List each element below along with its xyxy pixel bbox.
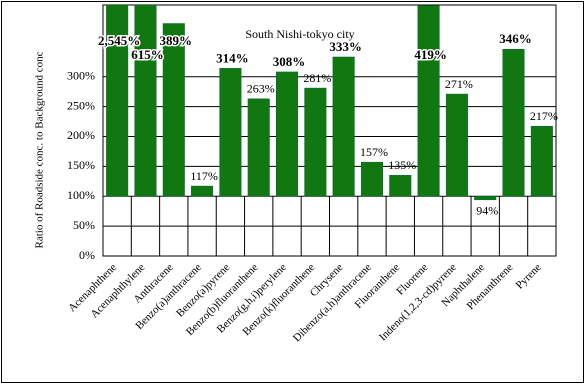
value-label: 314% [216, 50, 249, 65]
value-label: 346% [499, 31, 532, 46]
bar [530, 126, 553, 197]
value-label: 615% [131, 47, 164, 62]
y-tick-label: 150% [67, 158, 95, 172]
y-tick-label: 50% [73, 218, 95, 232]
bar [417, 5, 440, 197]
value-label: 135% [388, 158, 416, 172]
bar [445, 93, 468, 197]
y-tick-label: 200% [67, 128, 95, 142]
bar [502, 48, 525, 197]
value-label: 281% [303, 71, 331, 85]
y-tick-label: 250% [67, 98, 95, 112]
chart-title: South Nishi-tokyo city [245, 27, 354, 41]
value-label: 117% [190, 169, 218, 183]
bar [247, 98, 270, 197]
bar [389, 175, 412, 197]
bar [106, 5, 129, 197]
value-label: 389% [160, 33, 193, 48]
value-label: 94% [476, 204, 498, 218]
value-label: 419% [414, 47, 447, 62]
bar [219, 68, 242, 197]
value-label: 271% [445, 77, 473, 91]
y-tick-label: 0% [79, 248, 95, 262]
plot-frame [102, 4, 557, 257]
bar [134, 5, 157, 197]
bar [474, 195, 497, 201]
value-label: 263% [247, 82, 275, 96]
bar [360, 161, 383, 197]
y-tick-label: 300% [67, 68, 95, 82]
bar [304, 87, 327, 197]
bar [162, 23, 185, 197]
bar [191, 185, 214, 197]
value-label: 217% [530, 109, 558, 123]
y-axis-label: Ratio of Roadside conc. to Background co… [34, 51, 46, 248]
value-label: 157% [360, 145, 388, 159]
bars [106, 5, 553, 201]
bar [276, 71, 299, 197]
y-tick-label: 100% [67, 188, 95, 202]
value-label: 333% [329, 39, 362, 54]
value-label: 2,545% [98, 33, 140, 48]
bar [332, 56, 355, 197]
value-label: 308% [273, 54, 306, 69]
